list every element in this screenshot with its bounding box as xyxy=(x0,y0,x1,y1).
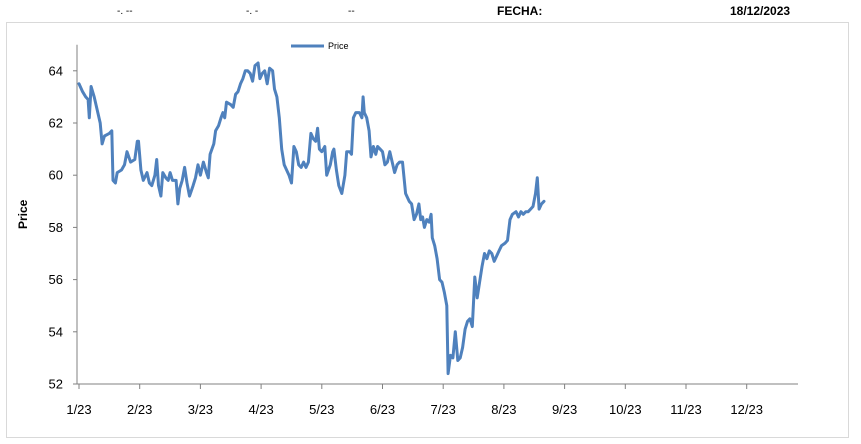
y-tick-label: 58 xyxy=(49,220,63,235)
header-row: -. -- -. - -- FECHA: 18/12/2023 xyxy=(0,0,861,22)
series-line-price xyxy=(77,61,546,376)
header-placeholder-2: -. - xyxy=(246,6,259,17)
y-axis-title: Price xyxy=(16,199,30,229)
fecha-value: 18/12/2023 xyxy=(730,4,791,18)
x-tick-label: 7/23 xyxy=(431,402,456,417)
y-tick-label: 54 xyxy=(49,324,63,339)
legend-label-price: Price xyxy=(328,41,349,51)
y-tick-label: 52 xyxy=(49,377,63,392)
x-tick-label: 8/23 xyxy=(491,402,516,417)
x-tick-label: 1/23 xyxy=(66,402,91,417)
y-tick-label: 56 xyxy=(49,272,63,287)
y-tick-label: 62 xyxy=(49,116,63,131)
header-placeholder-1: -. -- xyxy=(117,6,133,17)
x-tick-label: 9/23 xyxy=(552,402,577,417)
x-tick-label: 6/23 xyxy=(370,402,395,417)
x-tick-label: 12/23 xyxy=(730,402,763,417)
x-tick-label: 10/23 xyxy=(609,402,642,417)
fecha-label: FECHA: xyxy=(497,4,543,18)
y-tick-label: 64 xyxy=(49,63,63,78)
x-tick-label: 5/23 xyxy=(309,402,334,417)
chart-frame xyxy=(6,22,849,438)
header-placeholder-3: -- xyxy=(348,6,355,17)
x-tick-label: 3/23 xyxy=(188,402,213,417)
y-tick-label: 60 xyxy=(49,168,63,183)
x-tick-label: 4/23 xyxy=(248,402,273,417)
x-tick-label: 2/23 xyxy=(127,402,152,417)
x-tick-label: 11/23 xyxy=(670,402,702,417)
